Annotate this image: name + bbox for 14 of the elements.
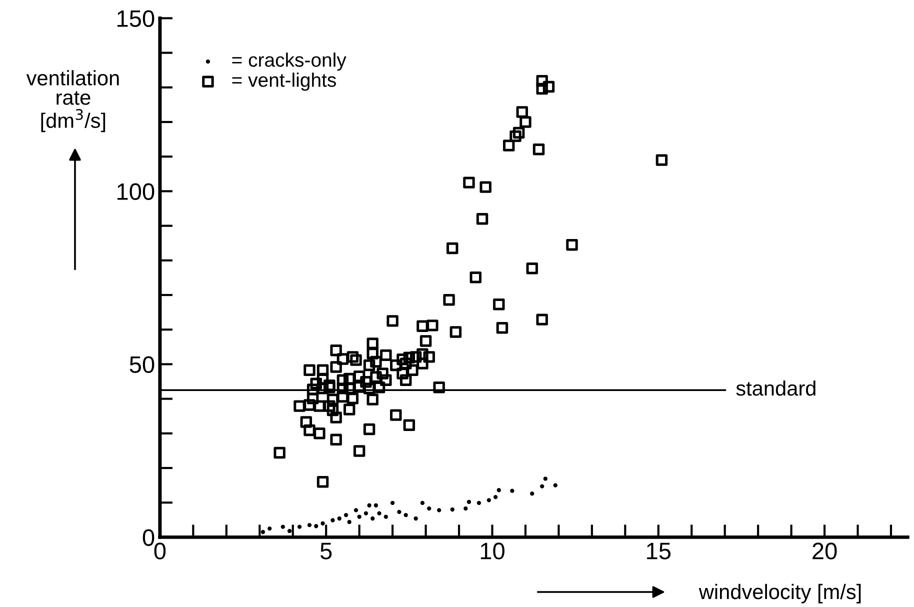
x-axis-title: windvelocity [m/s] <box>698 584 861 604</box>
x-tick-label: 15 <box>647 542 671 560</box>
legend-label: = vent-lights <box>232 72 336 91</box>
y-tick-label: 50 <box>130 356 154 373</box>
x-tick-label: 20 <box>812 542 837 560</box>
legend-label: = cracks-only <box>232 52 346 71</box>
y-tick-label: 0 <box>142 529 154 546</box>
y-axis-title: ventilation rate [dm$^{3}$/s] <box>26 70 119 132</box>
x-tick-label: 5 <box>320 542 332 560</box>
ref-line-label: standard <box>736 380 816 396</box>
x-tick-label: 10 <box>480 542 504 560</box>
y-tick-label: 150 <box>118 10 154 27</box>
y-tick-label: 100 <box>118 183 154 200</box>
x-tick-label: 0 <box>154 542 166 560</box>
